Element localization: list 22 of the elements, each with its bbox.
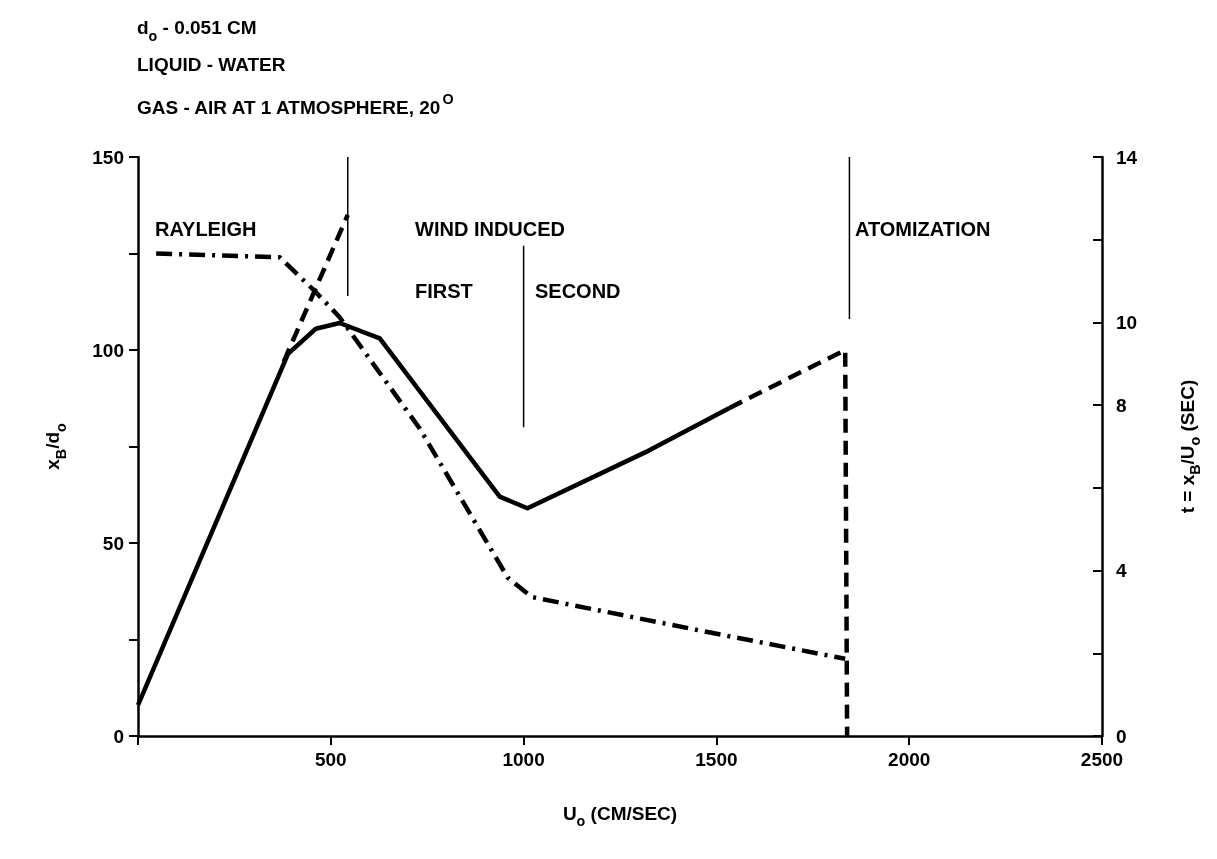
annotation: ATOMIZATION [855,218,991,240]
annotation: RAYLEIGH [155,218,257,240]
y2-axis-title: t = xB/Uo (SEC) [1176,379,1204,514]
y2-tick-label: 4 [1116,560,1127,582]
x-tick-label: 1500 [695,749,738,770]
text: LIQUID - WATER [137,54,286,75]
y2-tick-label: 0 [1116,725,1127,747]
annotation: SECOND [535,280,621,302]
y-tick-label: 150 [92,146,124,168]
y-axis-title: xB/do [42,422,69,470]
y-tick-label: 50 [102,532,124,554]
x-tick-label: 500 [314,749,347,770]
y2-tick-label: 8 [1116,394,1127,416]
y2-tick-label: 10 [1116,311,1138,333]
x-tick-label: 1000 [502,749,545,770]
y-tick-label: 100 [92,339,124,361]
y-tick-label: 0 [113,725,124,747]
annotation: FIRST [415,280,473,302]
y2-tick-label: 14 [1116,146,1138,168]
x-tick-label: 2500 [1080,749,1124,770]
x-tick-label: 2000 [888,749,931,770]
annotation: WIND INDUCED [415,218,565,240]
